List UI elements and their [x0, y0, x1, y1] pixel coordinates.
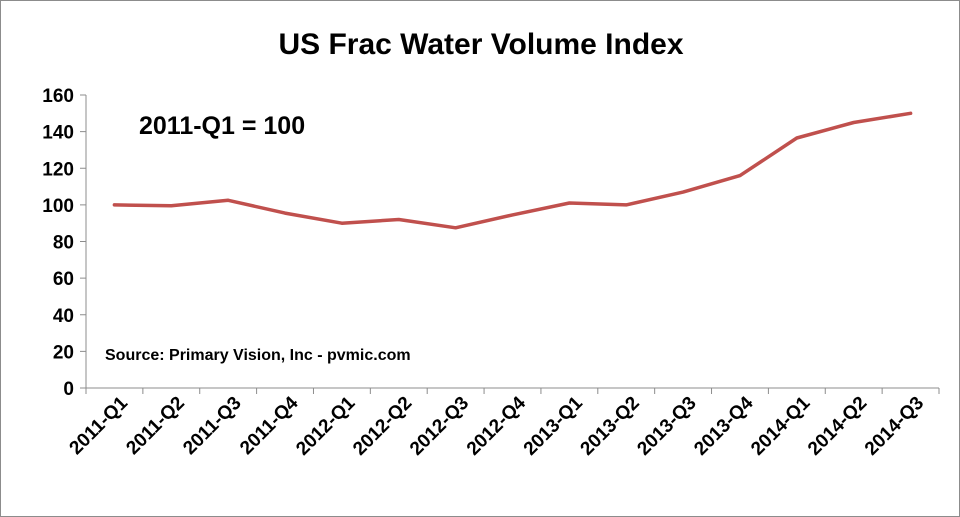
y-tick-label: 40: [53, 306, 74, 327]
data-point: [397, 218, 401, 222]
x-tick-label: 2014-Q1: [747, 392, 814, 459]
data-point: [624, 203, 628, 207]
data-point: [454, 226, 458, 230]
x-tick-label: 2014-Q2: [804, 393, 871, 460]
y-tick-label: 120: [42, 159, 74, 180]
data-point: [681, 190, 685, 194]
x-tick-label: 2014-Q3: [861, 393, 928, 460]
x-tick-label: 2012-Q4: [463, 392, 530, 459]
x-tick-label: 2011-Q1: [66, 392, 133, 459]
chart-title: US Frac Water Volume Index: [278, 28, 683, 61]
data-point: [567, 201, 571, 205]
y-tick-label: 0: [63, 379, 74, 400]
x-tick-label: 2013-Q2: [577, 393, 644, 460]
data-point: [795, 136, 799, 140]
data-point: [738, 174, 742, 178]
x-tick-label: 2011-Q4: [236, 392, 303, 459]
x-tick-label: 2012-Q3: [406, 393, 473, 460]
source-note: Source: Primary Vision, Inc - pvmic.com: [105, 347, 411, 364]
x-tick-label: 2011-Q2: [122, 393, 188, 459]
x-tick-label: 2013-Q4: [690, 392, 757, 459]
y-tick-label: 80: [53, 233, 74, 254]
data-point: [340, 221, 344, 225]
y-tick-label: 160: [42, 86, 74, 107]
y-tick-label: 60: [53, 269, 74, 290]
data-point: [112, 203, 116, 207]
series-group: [112, 111, 913, 230]
axes: [80, 94, 940, 394]
x-tick-label: 2013-Q1: [520, 392, 587, 459]
data-point: [226, 198, 230, 202]
data-point: [852, 120, 856, 124]
x-tick-label: 2012-Q2: [349, 393, 416, 460]
y-tick-label: 100: [42, 196, 74, 217]
data-point: [511, 213, 514, 217]
data-point: [909, 111, 913, 115]
x-tick-labels: 2011-Q12011-Q22011-Q32011-Q42012-Q12012-…: [66, 392, 929, 459]
x-tick-label: 2012-Q1: [292, 392, 359, 459]
y-tick-label: 140: [42, 123, 74, 144]
x-tick-label: 2013-Q3: [633, 393, 700, 460]
x-tick-label: 2011-Q3: [179, 393, 245, 459]
index-annotation: 2011-Q1 = 100: [139, 112, 305, 140]
data-point: [283, 211, 287, 215]
y-tick-label: 20: [53, 342, 74, 363]
y-tick-labels: 0 20 40 60 80 100 120 140 160: [42, 86, 74, 400]
data-point: [169, 204, 173, 208]
